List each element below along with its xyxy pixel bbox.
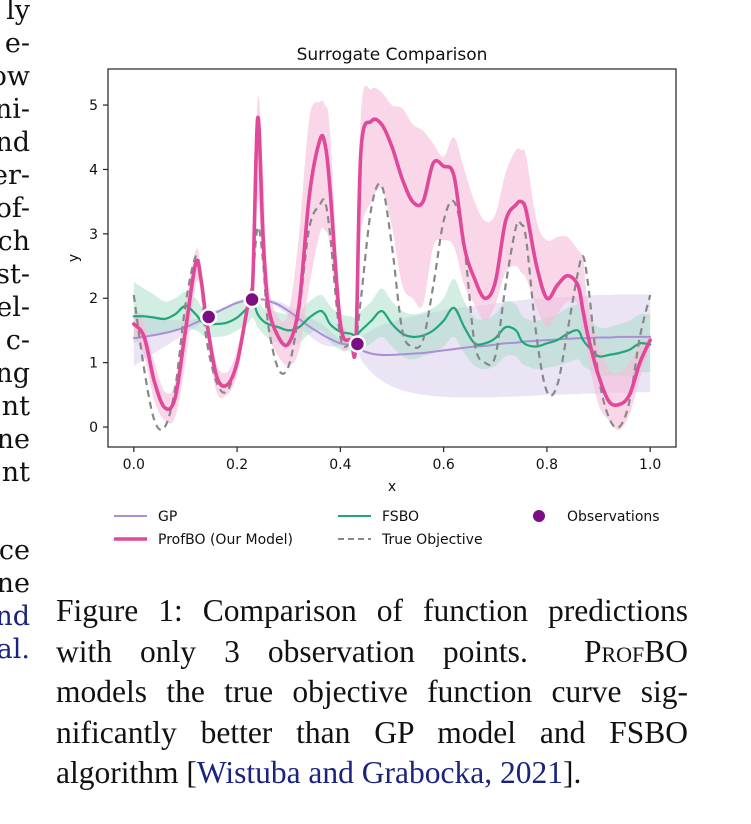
body-text-fragment: of- — [0, 193, 30, 224]
x-axis-label: x — [388, 479, 396, 495]
gp-line — [132, 297, 652, 357]
axes-frame — [107, 68, 677, 448]
figure-caption: Figure 1: Comparison of function predict… — [56, 591, 688, 794]
caption-line-2: with only 3 observation points. ProfBO — [56, 632, 688, 673]
legend-item-obs: Observations — [533, 509, 660, 525]
body-text-fragment: st- — [0, 259, 30, 290]
y-axis-ticks: 0 1 2 3 4 5 — [89, 98, 108, 436]
caption-text: Comparison of function predictions — [202, 593, 688, 628]
caption-line-3: models the true objective function curve… — [56, 672, 688, 713]
surrogate-comparison-chart: 0.0 0.2 0.4 0.6 0.8 1.0 0 1 2 3 4 5 Surrogate Comp… — [66, 45, 677, 548]
observation-points — [199, 290, 367, 353]
caption-text: with only 3 observation points. — [56, 633, 528, 669]
x-tick-label: 0.2 — [226, 457, 248, 473]
y-tick-label: 2 — [89, 291, 98, 307]
legend-label: ProfBO (Our Model) — [158, 532, 293, 548]
chart-title: Surrogate Comparison — [297, 45, 488, 65]
y-tick-label: 5 — [89, 98, 98, 114]
observation-point — [348, 335, 367, 353]
caption-line-4: nificantly better than GP model and FSBO — [56, 713, 688, 754]
legend-label: True Objective — [381, 532, 483, 548]
y-tick-label: 3 — [89, 227, 98, 243]
legend-label: GP — [158, 509, 177, 525]
legend-item-true: True Objective — [338, 532, 483, 548]
body-text-fragment: ni- — [0, 94, 30, 125]
observation-point — [243, 290, 261, 309]
legend-label: FSBO — [382, 509, 419, 525]
body-text-fragment: ly — [6, 0, 30, 26]
fsbo-uncertainty-band — [133, 278, 651, 376]
body-text-fragment: ng — [0, 358, 30, 389]
body-text-fragment: ne — [0, 568, 30, 599]
y-tick-label: 4 — [89, 162, 98, 178]
x-tick-label: 0.8 — [536, 457, 558, 473]
legend-item-fsbo: FSBO — [338, 509, 419, 525]
figure-label: Figure 1: — [56, 593, 183, 628]
fsbo-line — [132, 300, 652, 358]
x-tick-label: 0.0 — [123, 457, 145, 473]
body-text-fragment: nt — [1, 391, 30, 422]
caption-line-5: algorithm [Wistuba and Grabocka, 2021]. — [56, 753, 688, 794]
body-text-link-fragment[interactable]: al. — [0, 634, 30, 665]
body-text-fragment: nd — [0, 127, 30, 158]
legend-marker-observations — [533, 510, 545, 522]
caption-line-1: Figure 1: Comparison of function predict… — [56, 591, 688, 632]
uncertainty-bands — [133, 85, 651, 431]
caption-text: ]. — [562, 755, 582, 791]
x-tick-label: 1.0 — [639, 457, 661, 473]
legend-label: Observations — [567, 509, 660, 525]
body-text-fragment: ce — [0, 535, 30, 566]
body-text-fragment: er- — [0, 160, 30, 191]
x-tick-label: 0.6 — [433, 457, 455, 473]
caption-text: models the true objective function curve… — [56, 674, 688, 710]
body-text-fragment: c- — [5, 325, 30, 356]
legend: GP FSBO Observations ProfBO (Our Model) True… — [114, 509, 660, 548]
true-line — [132, 182, 652, 431]
body-text-fragment: nt — [1, 457, 30, 488]
y-axis-label: y — [66, 254, 82, 262]
profbo-name: ProfBO — [583, 633, 689, 669]
y-tick-label: 1 — [89, 356, 98, 372]
profbo-line — [132, 116, 652, 412]
body-text-fragment: ne — [0, 424, 30, 455]
body-text-link-fragment[interactable]: nd — [0, 601, 30, 632]
legend-item-profbo: ProfBO (Our Model) — [114, 532, 293, 548]
observation-point — [199, 308, 218, 326]
legend-item-gp: GP — [114, 509, 177, 525]
x-tick-label: 0.4 — [329, 457, 351, 473]
caption-text: algorithm [ — [56, 755, 197, 791]
citation-link[interactable]: Wistuba and Grabocka, 2021 — [196, 755, 563, 791]
profbo-uncertainty-band — [133, 85, 651, 431]
body-text-fragment: e- — [4, 28, 30, 59]
body-text-fragment: ow — [0, 61, 30, 92]
series-lines — [132, 116, 652, 431]
x-axis-ticks: 0.0 0.2 0.4 0.6 0.8 1.0 — [123, 447, 661, 473]
caption-text: nificantly better than GP model and FSBO — [56, 714, 688, 750]
body-text-fragment: el- — [0, 292, 30, 323]
y-tick-label: 0 — [89, 420, 98, 436]
body-text-fragment: ch — [0, 226, 30, 257]
